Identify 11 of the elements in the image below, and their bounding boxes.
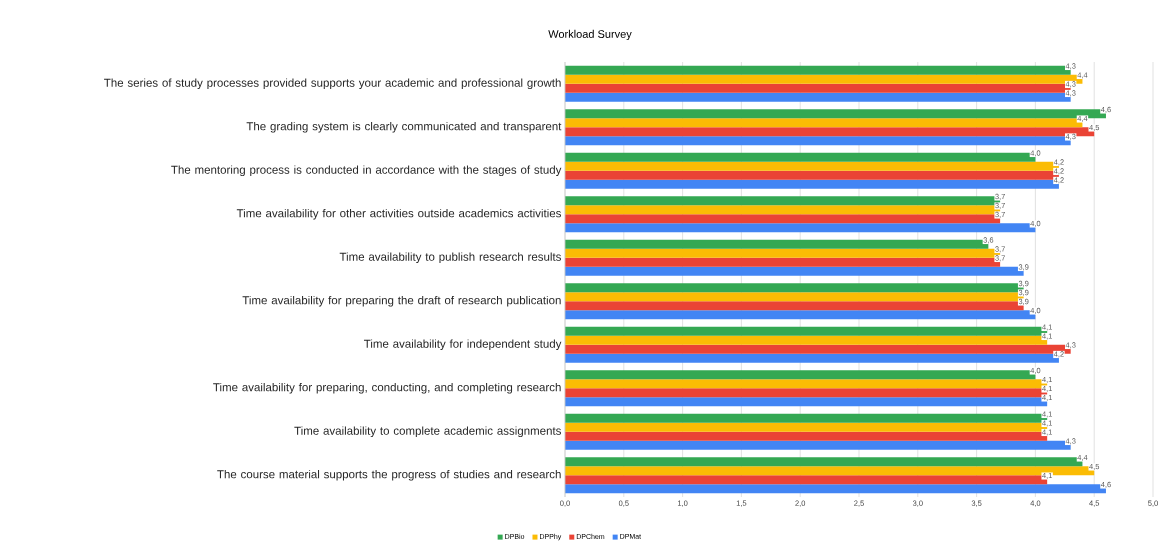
y-tick-label: The series of study processes provided supports your academic and professional growth (104, 78, 561, 90)
y-tick-label: Time availability to complete academic assignments (294, 426, 561, 438)
y-tick-label: Time availability for independent study (363, 339, 562, 351)
y-tick-label: The course material supports the progress of studies and research (217, 469, 561, 481)
y-tick-label: Time availability for other activities outside academics activities (236, 208, 561, 220)
y-tick-label: Time availability to publish research results (339, 252, 561, 264)
y-tick-label: The grading system is clearly communicated and transparent (246, 121, 562, 133)
y-tick-label: The mentoring process is conducted in accordance with the stages of study (171, 165, 562, 177)
y-tick-label: Time availability for preparing, conducting, and completing research (213, 382, 561, 394)
y-tick-label: Time availability for preparing the draft of research publication (242, 295, 561, 307)
chart-title: Workload Survey (548, 29, 632, 41)
